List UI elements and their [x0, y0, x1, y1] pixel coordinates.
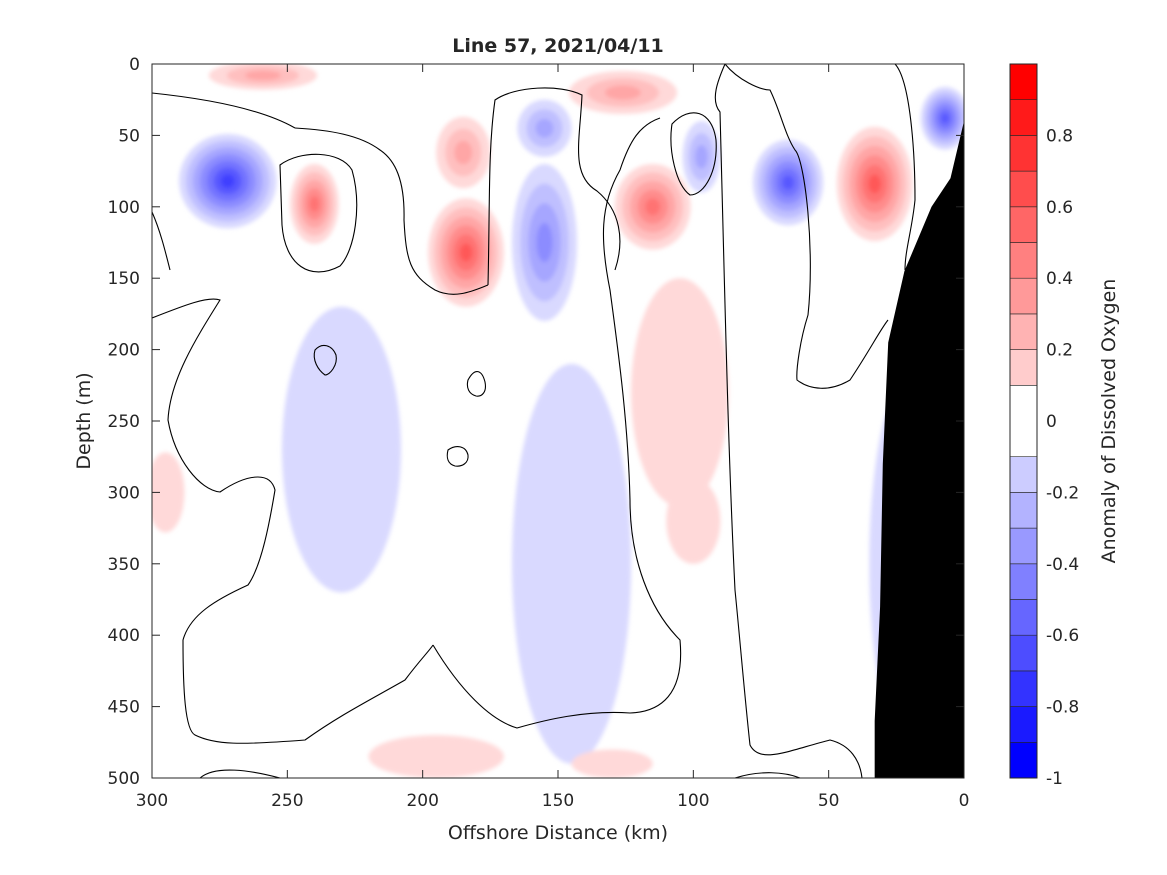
zero-contour-line [313, 344, 337, 376]
zero-contour-line [734, 772, 801, 778]
colorbar-tick-label: 0 [1046, 412, 1057, 432]
zero-contour-line [446, 446, 469, 467]
zero-contour-line [466, 371, 486, 397]
colorbar-ticks: 0.8 0.6 0.4 0.2 0 -0.2 -0.4 -0.6 -0.8 -1 [1046, 126, 1079, 789]
colorbar-band [1009, 527, 1038, 565]
colorbar-band [1009, 99, 1038, 136]
colorbar-band [1009, 206, 1038, 243]
colorbar-band [1009, 170, 1038, 208]
zero-contour-line [279, 153, 358, 273]
colorbar-tick-label: -0.8 [1046, 698, 1079, 718]
colorbar-band [1009, 456, 1038, 493]
anomaly-band [604, 85, 642, 100]
colorbar-band [1009, 599, 1038, 636]
zero-contour-line [432, 117, 682, 729]
x-axis-label: Offshore Distance (km) [448, 822, 668, 844]
colorbar-band [1009, 706, 1038, 743]
anomaly-band [454, 140, 473, 165]
anomaly-band [782, 175, 794, 190]
y-tick-label: 150 [108, 269, 140, 289]
x-tick-label: 300 [136, 791, 168, 811]
zero-contour-line [294, 127, 489, 295]
x-tick-label: 250 [271, 791, 303, 811]
zero-contour-line [487, 87, 621, 286]
x-tick-label: 100 [677, 791, 709, 811]
colorbar-band [1009, 135, 1038, 172]
colorbar-tick-label: -1 [1046, 769, 1063, 789]
anomaly-band [368, 735, 504, 778]
x-tick-label: 50 [818, 791, 840, 811]
y-tick-label: 400 [108, 626, 140, 646]
colorbar [1009, 63, 1038, 779]
colorbar-band [1009, 63, 1038, 101]
x-tick-label: 0 [959, 791, 970, 811]
anomaly-band [511, 363, 632, 764]
y-tick-label: 450 [108, 698, 140, 718]
zero-contour-line [894, 64, 916, 271]
anomaly-band [535, 118, 554, 138]
anomaly-band [152, 452, 185, 533]
x-tick-label: 200 [406, 791, 438, 811]
zero-contour-line [152, 298, 434, 744]
x-tick-label: 150 [542, 791, 574, 811]
x-axis: 300 250 200 150 100 50 0 [136, 64, 970, 811]
colorbar-band [1009, 349, 1038, 386]
y-tick-label: 300 [108, 483, 140, 503]
anomaly-band [244, 70, 282, 81]
colorbar-frame [1009, 63, 1038, 779]
chart-title: Line 57, 2021/04/11 [452, 35, 664, 57]
colorbar-tick-label: 0.6 [1046, 198, 1073, 218]
colorbar-tick-label: -0.6 [1046, 626, 1079, 646]
zero-contours [152, 64, 916, 778]
anomaly-band [309, 195, 320, 212]
colorbar-band [1009, 563, 1038, 600]
anomaly-band [666, 478, 721, 564]
y-tick-label: 350 [108, 555, 140, 575]
zero-contour-line [714, 64, 863, 778]
colorbar-tick-label: 0.2 [1046, 341, 1073, 361]
colorbar-band [1009, 242, 1038, 279]
colorbar-tick-label: -0.2 [1046, 483, 1079, 503]
anomaly-band [695, 144, 708, 169]
anomaly-band [459, 243, 473, 262]
zero-contour-line [152, 92, 296, 129]
anomaly-band [220, 174, 235, 188]
colorbar-tick-label: -0.4 [1046, 555, 1079, 575]
colorbar-band [1009, 492, 1038, 529]
y-tick-label: 0 [129, 55, 140, 75]
colorbar-band [1009, 384, 1038, 457]
y-tick-label: 200 [108, 341, 140, 361]
colorbar-band [1009, 277, 1038, 315]
y-tick-label: 50 [118, 126, 140, 146]
zero-contour-line [199, 769, 281, 778]
colorbar-band [1009, 313, 1038, 350]
colorbar-band [1009, 670, 1038, 707]
anomaly-band [940, 113, 950, 124]
zero-contour-line [670, 112, 717, 196]
zero-contour-line [152, 211, 171, 271]
colorbar-label: Anomaly of Dissolved Oxygen [1098, 279, 1120, 564]
anomaly-band [645, 198, 661, 216]
anomaly-band [281, 306, 402, 593]
plot-area [152, 64, 964, 778]
colorbar-band [1009, 741, 1038, 779]
colorbar-tick-label: 0.8 [1046, 126, 1073, 146]
y-tick-label: 500 [108, 769, 140, 789]
anomaly-band [631, 278, 729, 507]
zero-contour-line [724, 64, 889, 389]
y-axis-label: Depth (m) [73, 372, 95, 469]
anomaly-band [536, 222, 553, 263]
y-axis: 0 50 100 150 200 250 300 350 400 450 500 [108, 55, 964, 789]
anomaly-band [868, 174, 881, 194]
colorbar-band [1009, 634, 1038, 672]
y-tick-label: 250 [108, 412, 140, 432]
colorbar-tick-label: 0.4 [1046, 269, 1073, 289]
anomaly-band [571, 749, 653, 778]
y-tick-label: 100 [108, 198, 140, 218]
bathymetry-mask [874, 121, 964, 778]
